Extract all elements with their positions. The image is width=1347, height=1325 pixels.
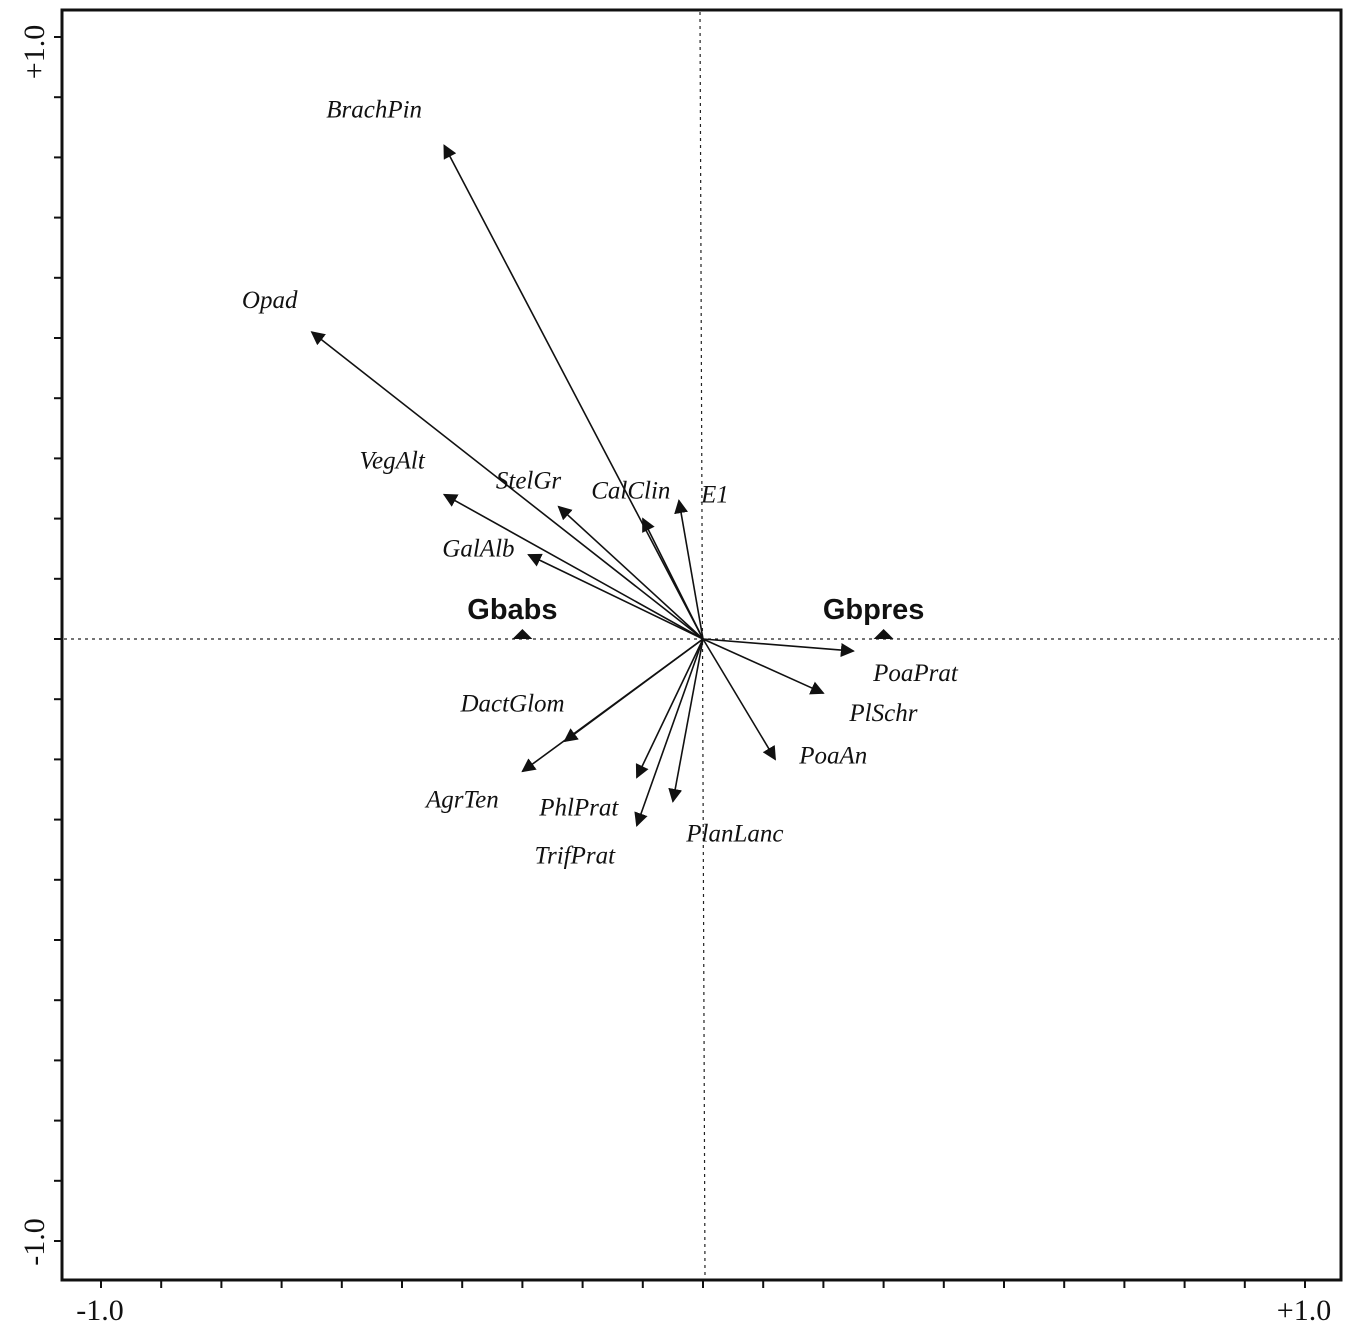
class-marker-gbpres (873, 629, 894, 639)
y-origin-line (699, 11, 706, 1279)
y-axis-max-label: +1.0 (18, 25, 51, 79)
vector-arrows: BrachPin Opad VegAlt StelGr CalClin E1 GalAlb P… (242, 96, 959, 869)
vector-label-e1: E1 (700, 482, 729, 509)
vector-label-opad: Opad (242, 287, 298, 314)
x-axis-min-label: -1.0 (76, 1294, 124, 1325)
vector-label-calclin: CalClin (591, 478, 670, 505)
x-axis-max-label: +1.0 (1277, 1294, 1331, 1325)
vector-poaprat (702, 638, 855, 658)
vector-label-plschr: PlSchr (848, 700, 917, 727)
vector-label-poaprat: PoaPrat (872, 660, 959, 687)
vector-trifprat (634, 638, 704, 827)
vector-label-poaan: PoaAn (798, 742, 867, 769)
vector-label-planlanc: PlanLanc (685, 821, 783, 848)
vector-brachpin (443, 144, 704, 640)
y-axis-min-label: -1.0 (18, 1218, 51, 1266)
vector-stelgr (557, 505, 704, 640)
vector-plschr (702, 638, 825, 695)
vector-phlprat (635, 638, 704, 779)
class-marker-gbabs (512, 629, 533, 639)
vector-planlanc (668, 638, 704, 803)
class-centroids: Gbabs Gbpres (467, 594, 924, 639)
vector-agrten (521, 638, 704, 773)
class-label-gbpres: Gbpres (823, 594, 925, 626)
vector-label-vegalt: VegAlt (360, 448, 426, 475)
vector-label-brachpin: BrachPin (326, 96, 422, 123)
vector-galalb (527, 553, 704, 640)
vector-e1 (674, 499, 704, 640)
plot-frame (60, 8, 1343, 1282)
vector-opad (310, 331, 704, 640)
vector-label-phlprat: PhlPrat (538, 794, 619, 821)
vector-calclin (642, 517, 704, 640)
axis-ticks (54, 36, 1306, 1288)
vector-label-stelgr: StelGr (496, 468, 562, 495)
vector-label-trifprat: TrifPrat (534, 843, 616, 870)
vector-vegalt (442, 493, 704, 640)
vector-label-galalb: GalAlb (442, 536, 514, 563)
vector-label-dactglom: DactGlom (459, 690, 564, 717)
vector-poaan (702, 638, 776, 761)
class-label-gbabs: Gbabs (467, 594, 557, 626)
vector-label-agrten: AgrTen (424, 786, 499, 813)
